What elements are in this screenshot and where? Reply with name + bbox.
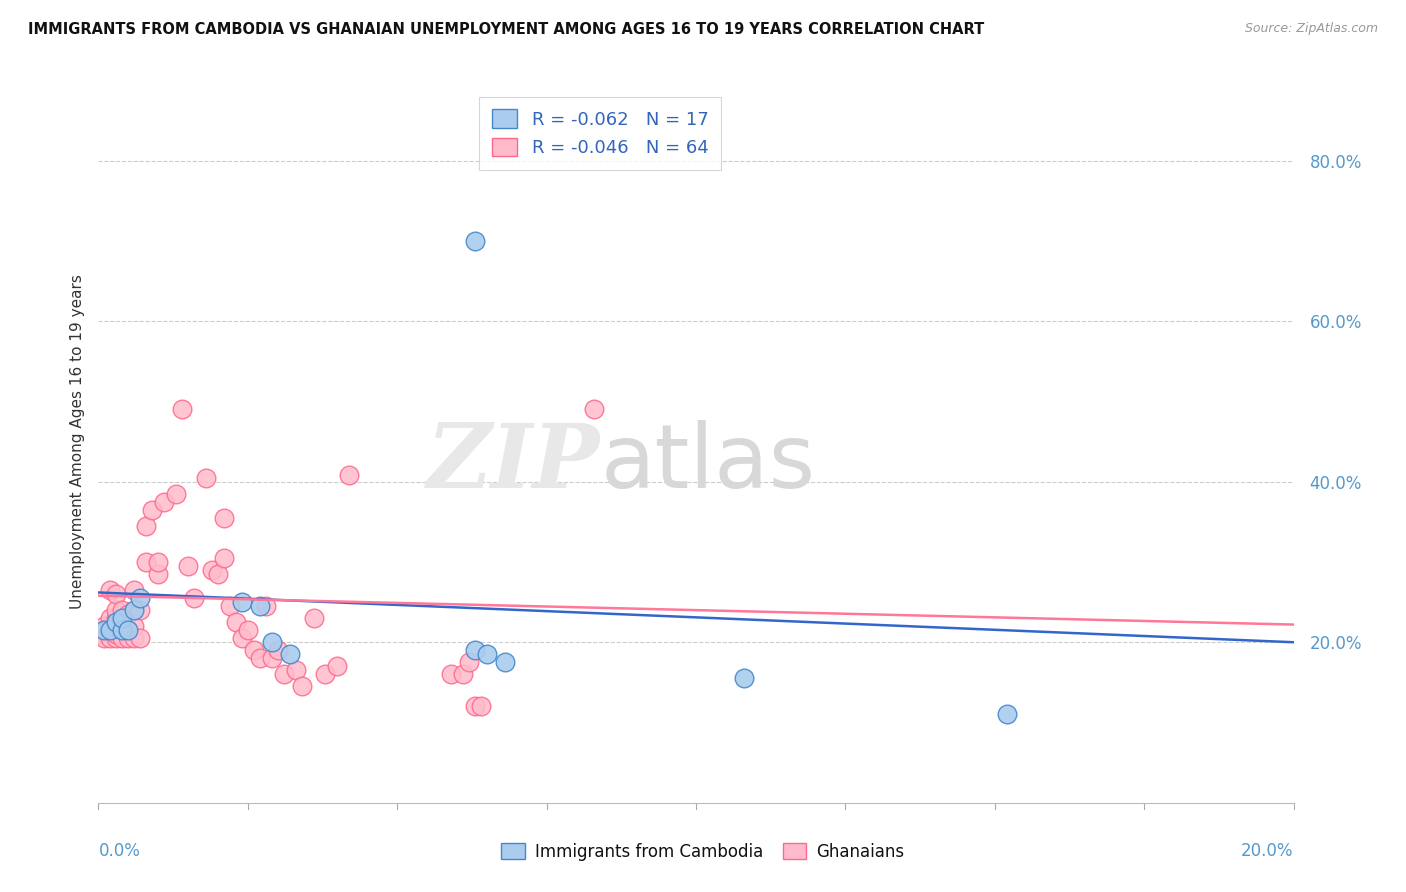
Point — [249, 651, 271, 665]
Text: 20.0%: 20.0% — [1241, 842, 1294, 860]
Point — [451, 667, 474, 681]
Point — [165, 486, 187, 500]
Point — [494, 655, 516, 669]
Point — [105, 611, 128, 625]
Point — [111, 615, 134, 630]
Text: ZIP: ZIP — [427, 420, 600, 507]
Point — [141, 502, 163, 516]
Point — [219, 599, 242, 614]
Point — [243, 643, 266, 657]
Point — [339, 468, 361, 483]
Point — [464, 643, 486, 657]
Point — [267, 643, 290, 657]
Point — [201, 563, 224, 577]
Point — [284, 664, 307, 678]
Point — [105, 603, 128, 617]
Point — [105, 632, 128, 646]
Point — [93, 623, 115, 637]
Point — [464, 234, 486, 248]
Point — [291, 680, 314, 694]
Point — [124, 603, 146, 617]
Point — [326, 659, 349, 673]
Point — [98, 619, 122, 633]
Point — [315, 667, 337, 681]
Legend: Immigrants from Cambodia, Ghanaians: Immigrants from Cambodia, Ghanaians — [495, 837, 911, 868]
Point — [225, 615, 247, 630]
Point — [98, 623, 122, 637]
Point — [177, 558, 200, 574]
Point — [129, 591, 152, 605]
Point — [105, 627, 128, 641]
Point — [117, 632, 139, 646]
Point — [195, 470, 218, 484]
Point — [733, 671, 755, 685]
Point — [87, 627, 110, 641]
Point — [93, 619, 115, 633]
Point — [302, 611, 325, 625]
Point — [124, 583, 146, 598]
Text: IMMIGRANTS FROM CAMBODIA VS GHANAIAN UNEMPLOYMENT AMONG AGES 16 TO 19 YEARS CORR: IMMIGRANTS FROM CAMBODIA VS GHANAIAN UNE… — [28, 22, 984, 37]
Point — [440, 667, 463, 681]
Point — [231, 632, 253, 646]
Text: 0.0%: 0.0% — [98, 842, 141, 860]
Point — [117, 623, 139, 637]
Point — [273, 667, 295, 681]
Point — [260, 651, 283, 665]
Legend: R = -0.062   N = 17, R = -0.046   N = 64: R = -0.062 N = 17, R = -0.046 N = 64 — [479, 96, 721, 169]
Point — [148, 567, 170, 582]
Point — [93, 632, 115, 646]
Point — [124, 619, 146, 633]
Text: Source: ZipAtlas.com: Source: ZipAtlas.com — [1244, 22, 1378, 36]
Point — [111, 623, 134, 637]
Point — [105, 615, 128, 630]
Point — [254, 599, 277, 614]
Y-axis label: Unemployment Among Ages 16 to 19 years: Unemployment Among Ages 16 to 19 years — [69, 274, 84, 609]
Point — [124, 632, 146, 646]
Point — [117, 623, 139, 637]
Point — [464, 699, 486, 714]
Point — [212, 510, 235, 524]
Point — [105, 587, 128, 601]
Point — [249, 599, 271, 614]
Point — [995, 707, 1018, 722]
Point — [148, 555, 170, 569]
Point — [475, 648, 498, 662]
Point — [98, 611, 122, 625]
Point — [135, 555, 157, 569]
Point — [98, 583, 122, 598]
Point — [135, 518, 157, 533]
Point — [111, 623, 134, 637]
Point — [98, 632, 122, 646]
Point — [93, 623, 115, 637]
Point — [111, 603, 134, 617]
Point — [98, 623, 122, 637]
Point — [105, 619, 128, 633]
Point — [207, 567, 229, 582]
Point — [172, 402, 194, 417]
Point — [260, 635, 283, 649]
Point — [212, 550, 235, 566]
Point — [278, 648, 301, 662]
Point — [183, 591, 205, 605]
Text: atlas: atlas — [600, 420, 815, 507]
Point — [236, 623, 259, 637]
Point — [111, 632, 134, 646]
Point — [470, 699, 492, 714]
Point — [129, 603, 152, 617]
Point — [458, 655, 481, 669]
Point — [231, 595, 253, 609]
Point — [583, 402, 606, 417]
Point — [129, 632, 152, 646]
Point — [111, 611, 134, 625]
Point — [153, 494, 176, 508]
Point — [117, 607, 139, 621]
